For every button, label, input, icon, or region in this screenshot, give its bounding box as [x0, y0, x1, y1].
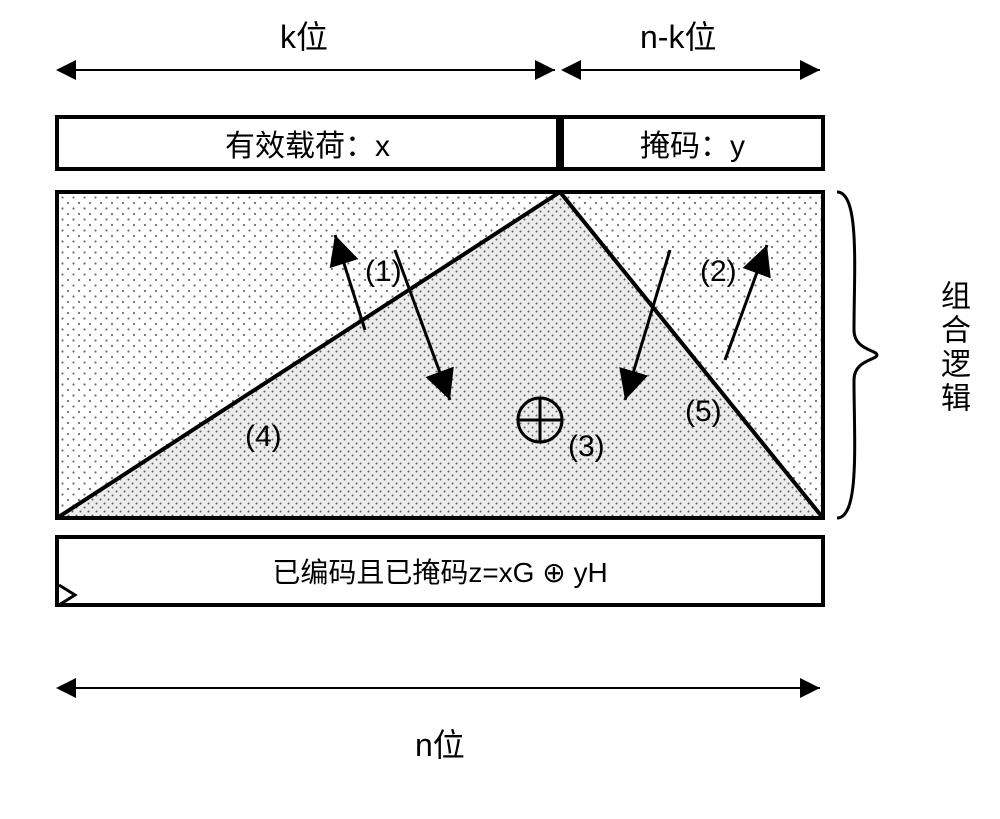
side-label: 组合逻辑	[930, 280, 974, 416]
num-3: (3)	[568, 430, 605, 464]
mask-box: 掩码：y	[560, 115, 825, 171]
bottom-dim-arrow	[0, 660, 1000, 720]
logic-block	[55, 190, 825, 520]
encoded-box: 已编码且已掩码z=xG ⊕ yH	[55, 535, 825, 607]
num-4: (4)	[245, 420, 282, 454]
num-1: (1)	[365, 255, 402, 289]
top-dim-arrows	[0, 0, 1000, 110]
right-brace	[832, 190, 892, 520]
clock-notch	[55, 535, 95, 607]
payload-label: 有效载荷：x	[225, 121, 390, 165]
payload-box: 有效载荷：x	[55, 115, 560, 171]
mask-label: 掩码：y	[640, 121, 745, 165]
num-2: (2)	[700, 255, 737, 289]
dim-label-n: n位	[415, 720, 465, 766]
diagram-root: k位 n-k位 有效载荷：x 掩码：y	[0, 0, 1000, 819]
encoded-label: 已编码且已掩码z=xG ⊕ yH	[272, 551, 607, 591]
num-5: (5)	[685, 395, 722, 429]
